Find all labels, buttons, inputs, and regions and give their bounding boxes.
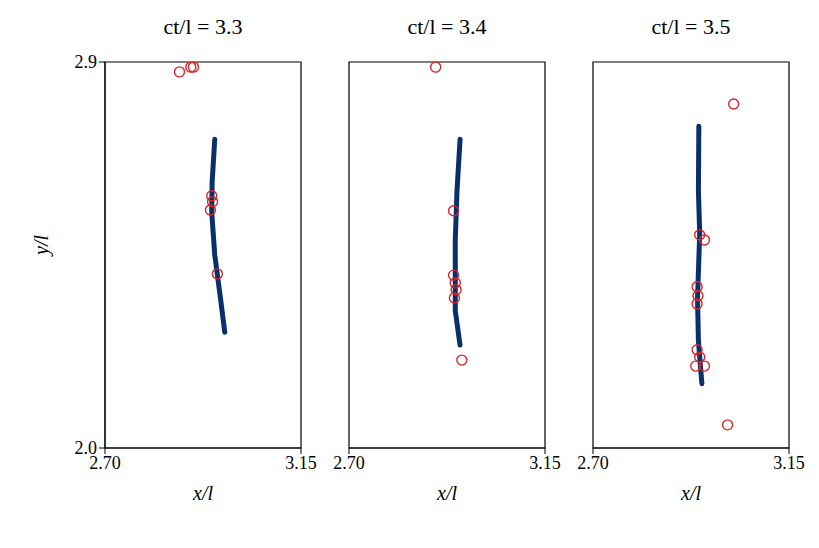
svg-text:3.15: 3.15 (529, 453, 561, 473)
svg-text:y/l: y/l (30, 235, 53, 257)
html-text:ct/l = 3.5: ct/l = 3.5 (651, 14, 731, 39)
svg-text:3.15: 3.15 (773, 453, 805, 473)
svg-text:2.70: 2.70 (89, 452, 121, 473)
html-text:ct/l = 3.3: ct/l = 3.3 (163, 14, 243, 39)
svg-text:x/l: x/l (192, 482, 213, 504)
svg-text:2.70: 2.70 (333, 453, 365, 473)
svg-text:3.15: 3.15 (285, 453, 317, 473)
html-text:ct/l = 3.4: ct/l = 3.4 (407, 14, 487, 39)
svg-text:2.70: 2.70 (577, 453, 609, 473)
svg-text:x/l: x/l (680, 482, 701, 504)
svg-text:x/l: x/l (436, 482, 457, 504)
svg-text:2.0: 2.0 (75, 438, 98, 458)
svg-text:2.9: 2.9 (75, 52, 98, 72)
